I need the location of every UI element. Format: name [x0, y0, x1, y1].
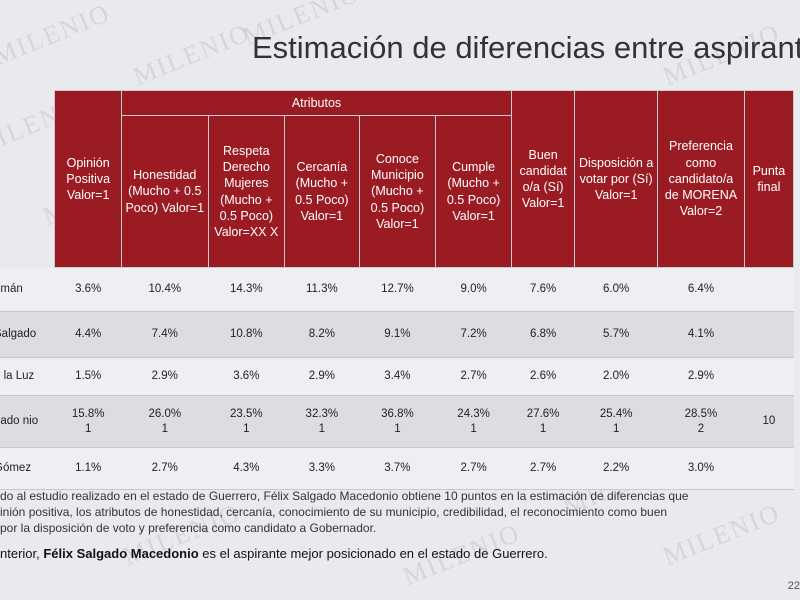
note-line-1: do al estudio realizado en el estado de … — [0, 489, 689, 503]
table-cell: 3.6% — [54, 267, 122, 312]
candidate-name: omán — [0, 267, 55, 312]
table-cell: 2.6% — [511, 357, 575, 396]
table-cell: 10.8% — [208, 311, 285, 358]
table-cell: 3.7% — [359, 447, 436, 490]
table-row: e la Luz1.5%2.9%3.6%2.9%3.4%2.7%2.6%2.0%… — [0, 357, 794, 396]
table-cell: 7.2% — [435, 311, 512, 358]
table-body: omán3.6%10.4%14.3%11.3%12.7%9.0%7.6%6.0%… — [0, 267, 794, 490]
table-cell: 15.8% 1 — [54, 395, 122, 448]
table-cell: 24.3% 1 — [435, 395, 512, 448]
table-cell: 2.7% — [435, 357, 512, 396]
table-cell: 1.1% — [54, 447, 122, 490]
watermark: MILENIO — [128, 17, 255, 92]
header-buen-candidato: Buen candidat o/a (Sí) Valor=1 — [511, 90, 576, 268]
header-cumple: Cumple (Mucho + 0.5 Poco) Valor=1 — [435, 115, 513, 268]
table-cell: 2.9% — [121, 357, 209, 396]
candidate-name: gado nio — [0, 395, 55, 448]
header-preferencia: Preferencia como candidato/a de MORENA V… — [657, 90, 745, 268]
watermark: MILENIO — [0, 0, 115, 72]
header-respeta: Respeta Derecho Mujeres (Mucho + 0.5 Poc… — [207, 115, 286, 268]
table-row: Salgado4.4%7.4%10.8%8.2%9.1%7.2%6.8%5.7%… — [0, 311, 794, 358]
table-row: omán3.6%10.4%14.3%11.3%12.7%9.0%7.6%6.0%… — [0, 267, 794, 312]
header-conoce: Conoce Municipio (Mucho + 0.5 Poco) Valo… — [358, 115, 437, 268]
candidate-name: Gómez — [0, 447, 55, 490]
conclusion-line: nterior, Félix Salgado Macedonio es el a… — [0, 546, 548, 561]
table-cell: 9.0% — [435, 267, 512, 312]
table-cell: 12.7% — [359, 267, 436, 312]
table-cell: 3.6% — [208, 357, 285, 396]
header-opinion: Opinión Positiva Valor=1 — [54, 90, 122, 268]
header-disposicion: Disposición a votar por (Sí) Valor=1 — [574, 90, 659, 268]
table-cell: 2.7% — [511, 447, 575, 490]
table-cell: 23.5% 1 — [208, 395, 285, 448]
table-cell: 26.0% 1 — [121, 395, 209, 448]
table-cell: 28.5% 2 — [657, 395, 745, 448]
table-cell: 7.4% — [121, 311, 209, 358]
note-line-3: por la disposición de voto y preferencia… — [0, 521, 377, 535]
note-line-2: inión positiva, los atributos de honesti… — [0, 505, 668, 519]
table-cell: 25.4% 1 — [574, 395, 658, 448]
table-cell — [744, 447, 794, 490]
header-puntaje: Punta final — [743, 90, 795, 268]
table-cell: 27.6% 1 — [511, 395, 575, 448]
table-cell: 2.9% — [284, 357, 360, 396]
table-cell: 4.3% — [208, 447, 285, 490]
table-cell: 32.3% 1 — [284, 395, 360, 448]
candidate-name: Salgado — [0, 311, 55, 358]
table-cell: 10.4% — [121, 267, 209, 312]
table-cell: 5.7% — [574, 311, 658, 358]
table-cell: 7.6% — [511, 267, 575, 312]
table-cell — [744, 267, 794, 312]
table-cell: 6.4% — [657, 267, 745, 312]
table-cell: 1.5% — [54, 357, 122, 396]
table-row: Gómez1.1%2.7%4.3%3.3%3.7%2.7%2.7%2.2%3.0… — [0, 447, 794, 490]
table-cell: 11.3% — [284, 267, 360, 312]
table-cell: 9.1% — [359, 311, 436, 358]
table-cell: 3.0% — [657, 447, 745, 490]
table-cell: 6.8% — [511, 311, 575, 358]
notes-block: do al estudio realizado en el estado de … — [0, 488, 800, 536]
table-cell: 2.0% — [574, 357, 658, 396]
table-cell: 3.4% — [359, 357, 436, 396]
header-cercania: Cercanía (Mucho + 0.5 Poco) Valor=1 — [284, 115, 360, 268]
table-cell: 36.8% 1 — [359, 395, 436, 448]
page-number: 22 — [787, 580, 800, 592]
table-cell: 14.3% — [208, 267, 285, 312]
table-cell: 3.3% — [284, 447, 360, 490]
candidate-name: e la Luz — [0, 357, 55, 396]
comparison-table: Opinión Positiva Valor=1 Atributos Buen … — [0, 90, 795, 490]
table-cell: 2.7% — [121, 447, 209, 490]
table-cell: 2.2% — [574, 447, 658, 490]
table-cell: 4.4% — [54, 311, 122, 358]
header-name — [0, 91, 55, 268]
table-cell: 4.1% — [657, 311, 745, 358]
conclusion-prefix: nterior, — [0, 546, 44, 561]
header-attributes-group: Atributos — [120, 90, 513, 116]
header-honestidad: Honestidad (Mucho + 0.5 Poco) Valor=1 — [120, 115, 209, 268]
conclusion-name: Félix Salgado Macedonio — [43, 546, 199, 561]
table-cell: 6.0% — [574, 267, 658, 312]
conclusion-rest: es el aspirante mejor posicionado en el … — [198, 546, 548, 561]
table-cell — [744, 311, 794, 358]
table-cell — [744, 357, 794, 396]
slide-title: Estimación de diferencias entre aspirant — [252, 30, 800, 65]
table-cell: 8.2% — [284, 311, 360, 358]
table-cell: 10 — [744, 395, 794, 448]
table-cell: 2.9% — [657, 357, 745, 396]
table-cell: 2.7% — [435, 447, 512, 490]
